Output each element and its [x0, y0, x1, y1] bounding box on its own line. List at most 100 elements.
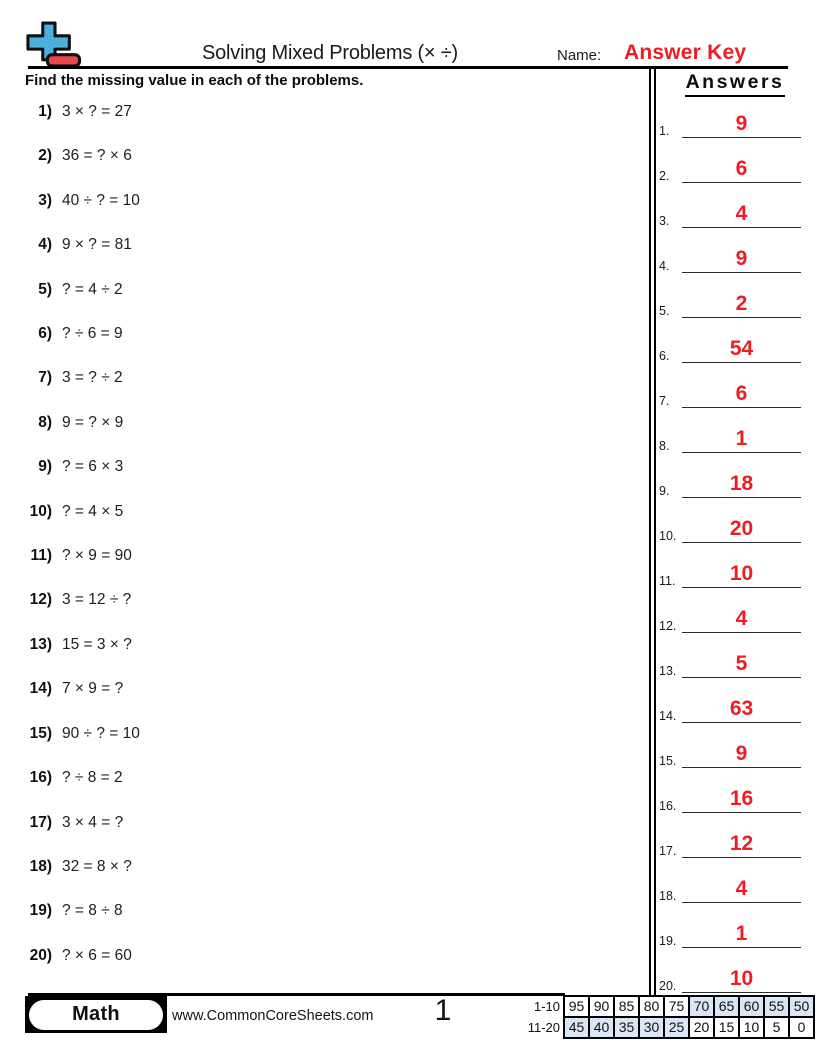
answer-value: 4 [735, 877, 748, 900]
score-cell: 20 [690, 1018, 715, 1039]
answer-value: 63 [729, 697, 754, 720]
answer-line [682, 857, 801, 858]
problem-number: 20) [29, 946, 52, 964]
answer-value: 18 [729, 472, 754, 495]
score-cell: 40 [590, 1018, 615, 1039]
problem-equation: ? × 9 = 90 [62, 547, 132, 565]
score-cell: 65 [715, 997, 740, 1018]
problem-row: 14) 7 × 9 = ? [26, 679, 586, 723]
problem-row: 13) 15 = 3 × ? [26, 635, 586, 679]
problem-number: 14) [29, 680, 52, 698]
problems-list: 1) 3 × ? = 27 2) 36 = ? × 6 3) 40 ÷ ? = 10 … [26, 102, 586, 990]
answer-row: 14. 63 [656, 693, 808, 723]
answer-value: 9 [735, 112, 748, 135]
score-cell: 15 [715, 1018, 740, 1039]
problem-row: 15) 90 ÷ ? = 10 [26, 724, 586, 768]
answer-line [682, 497, 801, 498]
answer-number: 1. [659, 124, 670, 138]
answer-number: 2. [659, 169, 670, 183]
answer-row: 16. 16 [656, 783, 808, 813]
answer-row: 17. 12 [656, 828, 808, 858]
problem-row: 17) 3 × 4 = ? [26, 813, 586, 857]
answer-value: 4 [735, 607, 748, 630]
answer-value: 20 [729, 517, 754, 540]
worksheet-title: Solving Mixed Problems (× ÷) [201, 42, 459, 64]
problem-number: 12) [29, 591, 52, 609]
problem-number: 19) [29, 902, 52, 920]
answer-row: 19. 1 [656, 918, 808, 948]
answer-number: 6. [659, 349, 670, 363]
problem-number: 8) [38, 413, 52, 431]
problem-row: 6) ? ÷ 6 = 9 [26, 324, 586, 368]
answer-number: 14. [659, 709, 677, 723]
answer-row: 8. 1 [656, 423, 808, 453]
answer-line [682, 767, 801, 768]
problem-number: 9) [38, 458, 52, 476]
answer-row: 2. 6 [656, 153, 808, 183]
answer-line [682, 722, 801, 723]
name-label: Name: [557, 47, 602, 64]
problem-number: 4) [38, 236, 52, 254]
answer-line [682, 362, 801, 363]
answer-line [682, 902, 801, 903]
answers-header: Answers [656, 71, 814, 97]
problem-row: 12) 3 = 12 ÷ ? [26, 590, 586, 634]
problem-number: 13) [29, 635, 52, 653]
name-value-answer-key: Answer Key [624, 41, 747, 64]
problem-equation: 32 = 8 × ? [62, 857, 132, 875]
problem-equation: 9 × ? = 81 [62, 236, 132, 254]
score-cell: 30 [640, 1018, 665, 1039]
answer-value: 2 [735, 292, 748, 315]
answer-row: 1. 9 [656, 108, 808, 138]
answer-row: 3. 4 [656, 198, 808, 228]
answer-value: 6 [735, 157, 748, 180]
answer-value: 16 [729, 787, 754, 810]
answer-line [682, 947, 801, 948]
answers-divider [649, 69, 656, 995]
problem-number: 17) [29, 813, 52, 831]
answer-number: 12. [659, 619, 677, 633]
problem-row: 10) ? = 4 × 5 [26, 502, 586, 546]
answer-line [682, 632, 801, 633]
problem-row: 18) 32 = 8 × ? [26, 857, 586, 901]
answer-row: 6. 54 [656, 333, 808, 363]
problem-row: 1) 3 × ? = 27 [26, 102, 586, 146]
score-range-label-1-10: 1-10 [533, 999, 560, 1014]
answer-line [682, 272, 801, 273]
answer-row: 13. 5 [656, 648, 808, 678]
page-number: 1 [434, 994, 452, 1027]
subject-label: Math [72, 1003, 120, 1025]
problem-number: 16) [29, 769, 52, 787]
score-table: 95 90 85 80 75 70 65 60 55 50 45 40 35 3… [563, 995, 815, 1039]
answer-number: 7. [659, 394, 670, 408]
problem-number: 5) [38, 280, 52, 298]
problem-equation: 3 × 4 = ? [62, 813, 124, 831]
answer-row: 10. 20 [656, 513, 808, 543]
answer-value: 54 [729, 337, 754, 360]
answer-line [682, 992, 801, 993]
answer-value: 9 [735, 247, 748, 270]
answer-value: 9 [735, 742, 748, 765]
score-cell: 90 [590, 997, 615, 1018]
problem-equation: ? = 4 × 5 [62, 502, 124, 520]
answer-value: 5 [735, 652, 748, 675]
problem-equation: ? ÷ 6 = 9 [62, 325, 123, 343]
problem-equation: 9 = ? × 9 [62, 413, 124, 431]
answer-value: 1 [735, 922, 748, 945]
answer-number: 5. [659, 304, 670, 318]
score-cell: 95 [565, 997, 590, 1018]
score-cell: 55 [765, 997, 790, 1018]
problem-equation: ? = 8 ÷ 8 [62, 902, 123, 920]
answer-value: 6 [735, 382, 748, 405]
problem-equation: 90 ÷ ? = 10 [62, 724, 140, 742]
problem-row: 20) ? × 6 = 60 [26, 946, 586, 990]
score-cell: 70 [690, 997, 715, 1018]
answer-number: 15. [659, 754, 677, 768]
answer-row: 20. 10 [656, 963, 808, 993]
subject-pill: Math [29, 999, 163, 1030]
answer-line [682, 227, 801, 228]
answer-value: 1 [735, 427, 748, 450]
score-cell: 80 [640, 997, 665, 1018]
answer-row: 12. 4 [656, 603, 808, 633]
answer-row: 15. 9 [656, 738, 808, 768]
